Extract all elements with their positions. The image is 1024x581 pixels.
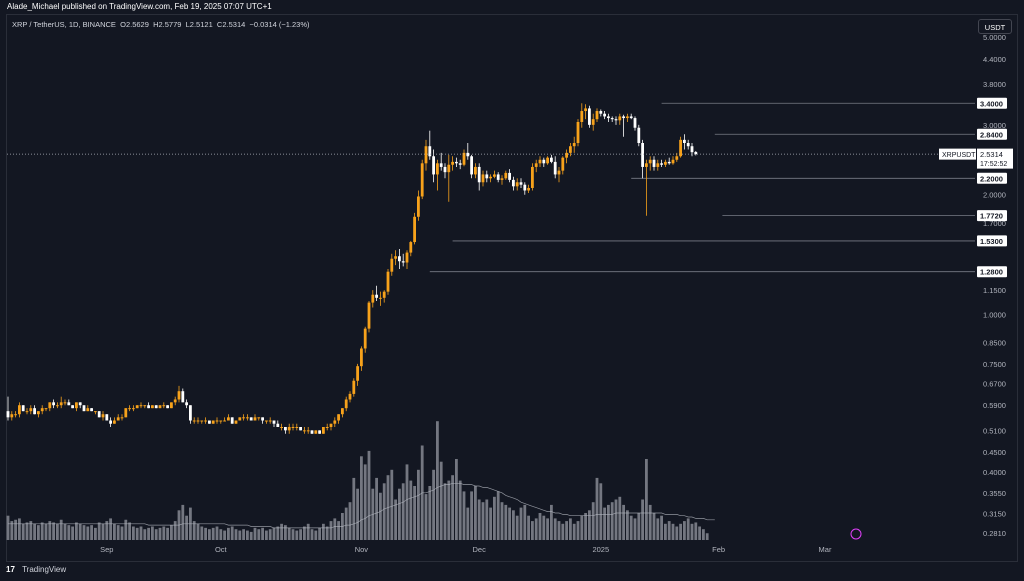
legend-open: 2.5629 — [125, 20, 149, 29]
tradingview-brand: TradingView — [22, 565, 67, 574]
chart-area[interactable] — [6, 14, 1018, 562]
legend-change: −0.0314 (−1.23%) — [249, 20, 310, 29]
legend-high-label: H — [153, 20, 159, 29]
legend-low-label: L — [185, 20, 190, 29]
tradingview-logo-icon: 17 — [6, 565, 15, 574]
legend-high: 2.5779 — [158, 20, 182, 29]
legend-low: 2.5121 — [189, 20, 213, 29]
symbol-legend: XRP / TetherUS, 1D, BINANCE O2.5629 H2.5… — [12, 20, 310, 29]
tradingview-footer: 17 TradingView — [6, 563, 66, 577]
currency-button[interactable]: USDT — [978, 19, 1012, 34]
published-header: Alade_Michael published on TradingView.c… — [7, 2, 272, 11]
legend-symbol[interactable]: XRP / TetherUS, 1D, BINANCE — [12, 20, 116, 29]
legend-open-label: O — [120, 20, 126, 29]
legend-close: 2.5314 — [222, 20, 246, 29]
legend-close-label: C — [216, 20, 223, 29]
